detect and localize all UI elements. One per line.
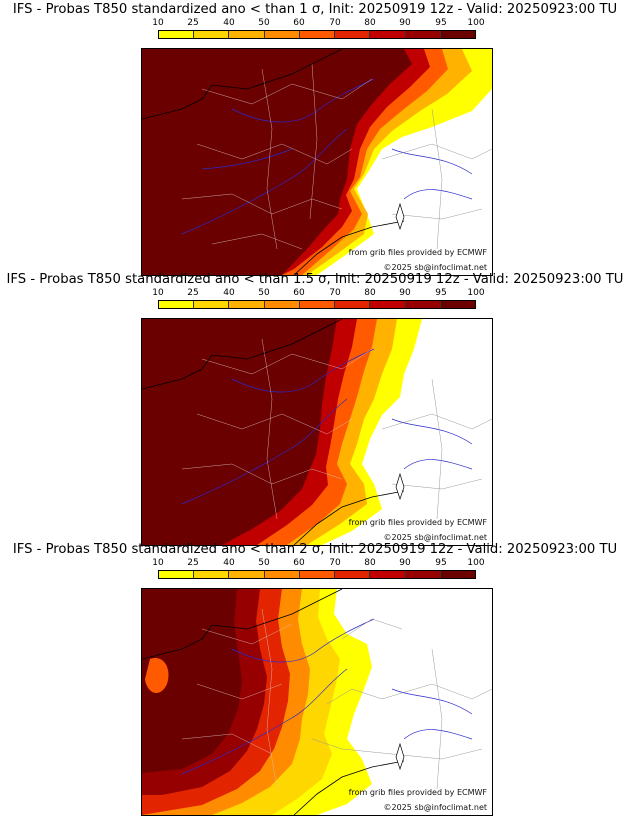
scale-tick: 95: [435, 288, 447, 298]
color-bar-segment: [159, 301, 195, 308]
map-panel-2: IFS - Probas T850 standardized ano < tha…: [0, 270, 630, 546]
color-bar-segment: [229, 301, 265, 308]
scale-tick: 95: [435, 18, 447, 28]
color-bar-segment: [405, 301, 441, 308]
scale-tick: 40: [223, 18, 235, 28]
panel-title: IFS - Probas T850 standardized ano < tha…: [6, 272, 624, 287]
data-source-credit: from grib files provided by ECMWF: [348, 518, 487, 527]
probability-color-scale: 10 25 40 50 60 70 80 90 95 100: [152, 558, 485, 584]
color-bar: [158, 30, 476, 39]
probability-color-scale: 10 25 40 50 60 70 80 90 95 100: [152, 288, 485, 314]
map-panel-1: IFS - Probas T850 standardized ano < tha…: [0, 0, 630, 276]
scale-tick: 100: [467, 18, 485, 28]
scale-tick: 80: [364, 558, 376, 568]
color-bar-segment: [335, 301, 371, 308]
copyright-credit: ©2025 sb@infoclimat.net: [383, 533, 488, 542]
panel-title: IFS - Probas T850 standardized ano < tha…: [12, 542, 618, 557]
data-source-credit: from grib files provided by ECMWF: [348, 788, 487, 797]
probability-map: from grib files provided by ECMWF ©2025 …: [141, 318, 493, 546]
scale-tick: 40: [223, 288, 235, 298]
color-bar-segment: [264, 301, 300, 308]
color-bar-segment: [405, 31, 441, 38]
scale-tick: 100: [467, 558, 485, 568]
scale-tick: 70: [329, 558, 341, 568]
scale-tick: 70: [329, 288, 341, 298]
color-bar-segment: [194, 31, 230, 38]
scale-tick: 90: [399, 558, 411, 568]
color-bar-segment: [299, 571, 336, 578]
scale-tick: 60: [293, 288, 305, 298]
color-bar-segment: [335, 571, 371, 578]
panel-title: IFS - Probas T850 standardized ano < tha…: [12, 2, 618, 17]
scale-tick: 10: [152, 558, 164, 568]
color-bar-segment: [299, 31, 336, 38]
color-bar-segment: [440, 301, 475, 308]
scale-tick: 60: [293, 18, 305, 28]
copyright-credit: ©2025 sb@infoclimat.net: [383, 803, 488, 812]
color-bar-segment: [370, 301, 406, 308]
scale-tick: 25: [187, 288, 199, 298]
color-bar-segment: [229, 571, 265, 578]
color-bar: [158, 300, 476, 309]
scale-tick: 80: [364, 288, 376, 298]
scale-tick: 100: [467, 288, 485, 298]
color-bar-segment: [405, 571, 441, 578]
color-bar-segment: [299, 301, 336, 308]
scale-tick: 80: [364, 18, 376, 28]
copyright-credit: ©2025 sb@infoclimat.net: [383, 263, 488, 272]
scale-tick: 95: [435, 558, 447, 568]
color-bar: [158, 570, 476, 579]
scale-tick: 60: [293, 558, 305, 568]
color-bar-segment: [194, 301, 230, 308]
scale-tick: 10: [152, 18, 164, 28]
color-bar-segment: [194, 571, 230, 578]
color-bar-segment: [159, 31, 195, 38]
scale-tick: 90: [399, 288, 411, 298]
color-bar-segment: [229, 31, 265, 38]
data-source-credit: from grib files provided by ECMWF: [348, 248, 487, 257]
color-bar-segment: [440, 31, 475, 38]
probability-color-scale: 10 25 40 50 60 70 80 90 95 100: [152, 18, 485, 44]
color-bar-segment: [264, 31, 300, 38]
color-bar-segment: [159, 571, 195, 578]
scale-tick: 70: [329, 18, 341, 28]
map-panel-3: IFS - Probas T850 standardized ano < tha…: [0, 540, 630, 816]
color-bar-segment: [264, 571, 300, 578]
probability-map: from grib files provided by ECMWF ©2025 …: [141, 588, 493, 816]
scale-tick: 25: [187, 558, 199, 568]
scale-tick: 50: [258, 288, 270, 298]
scale-tick: 90: [399, 18, 411, 28]
scale-tick: 40: [223, 558, 235, 568]
color-bar-segment: [370, 571, 406, 578]
color-bar-segment: [370, 31, 406, 38]
scale-tick: 10: [152, 288, 164, 298]
scale-tick: 50: [258, 18, 270, 28]
color-bar-segment: [335, 31, 371, 38]
scale-tick: 25: [187, 18, 199, 28]
probability-map: from grib files provided by ECMWF ©2025 …: [141, 48, 493, 276]
scale-tick: 50: [258, 558, 270, 568]
color-bar-segment: [440, 571, 475, 578]
